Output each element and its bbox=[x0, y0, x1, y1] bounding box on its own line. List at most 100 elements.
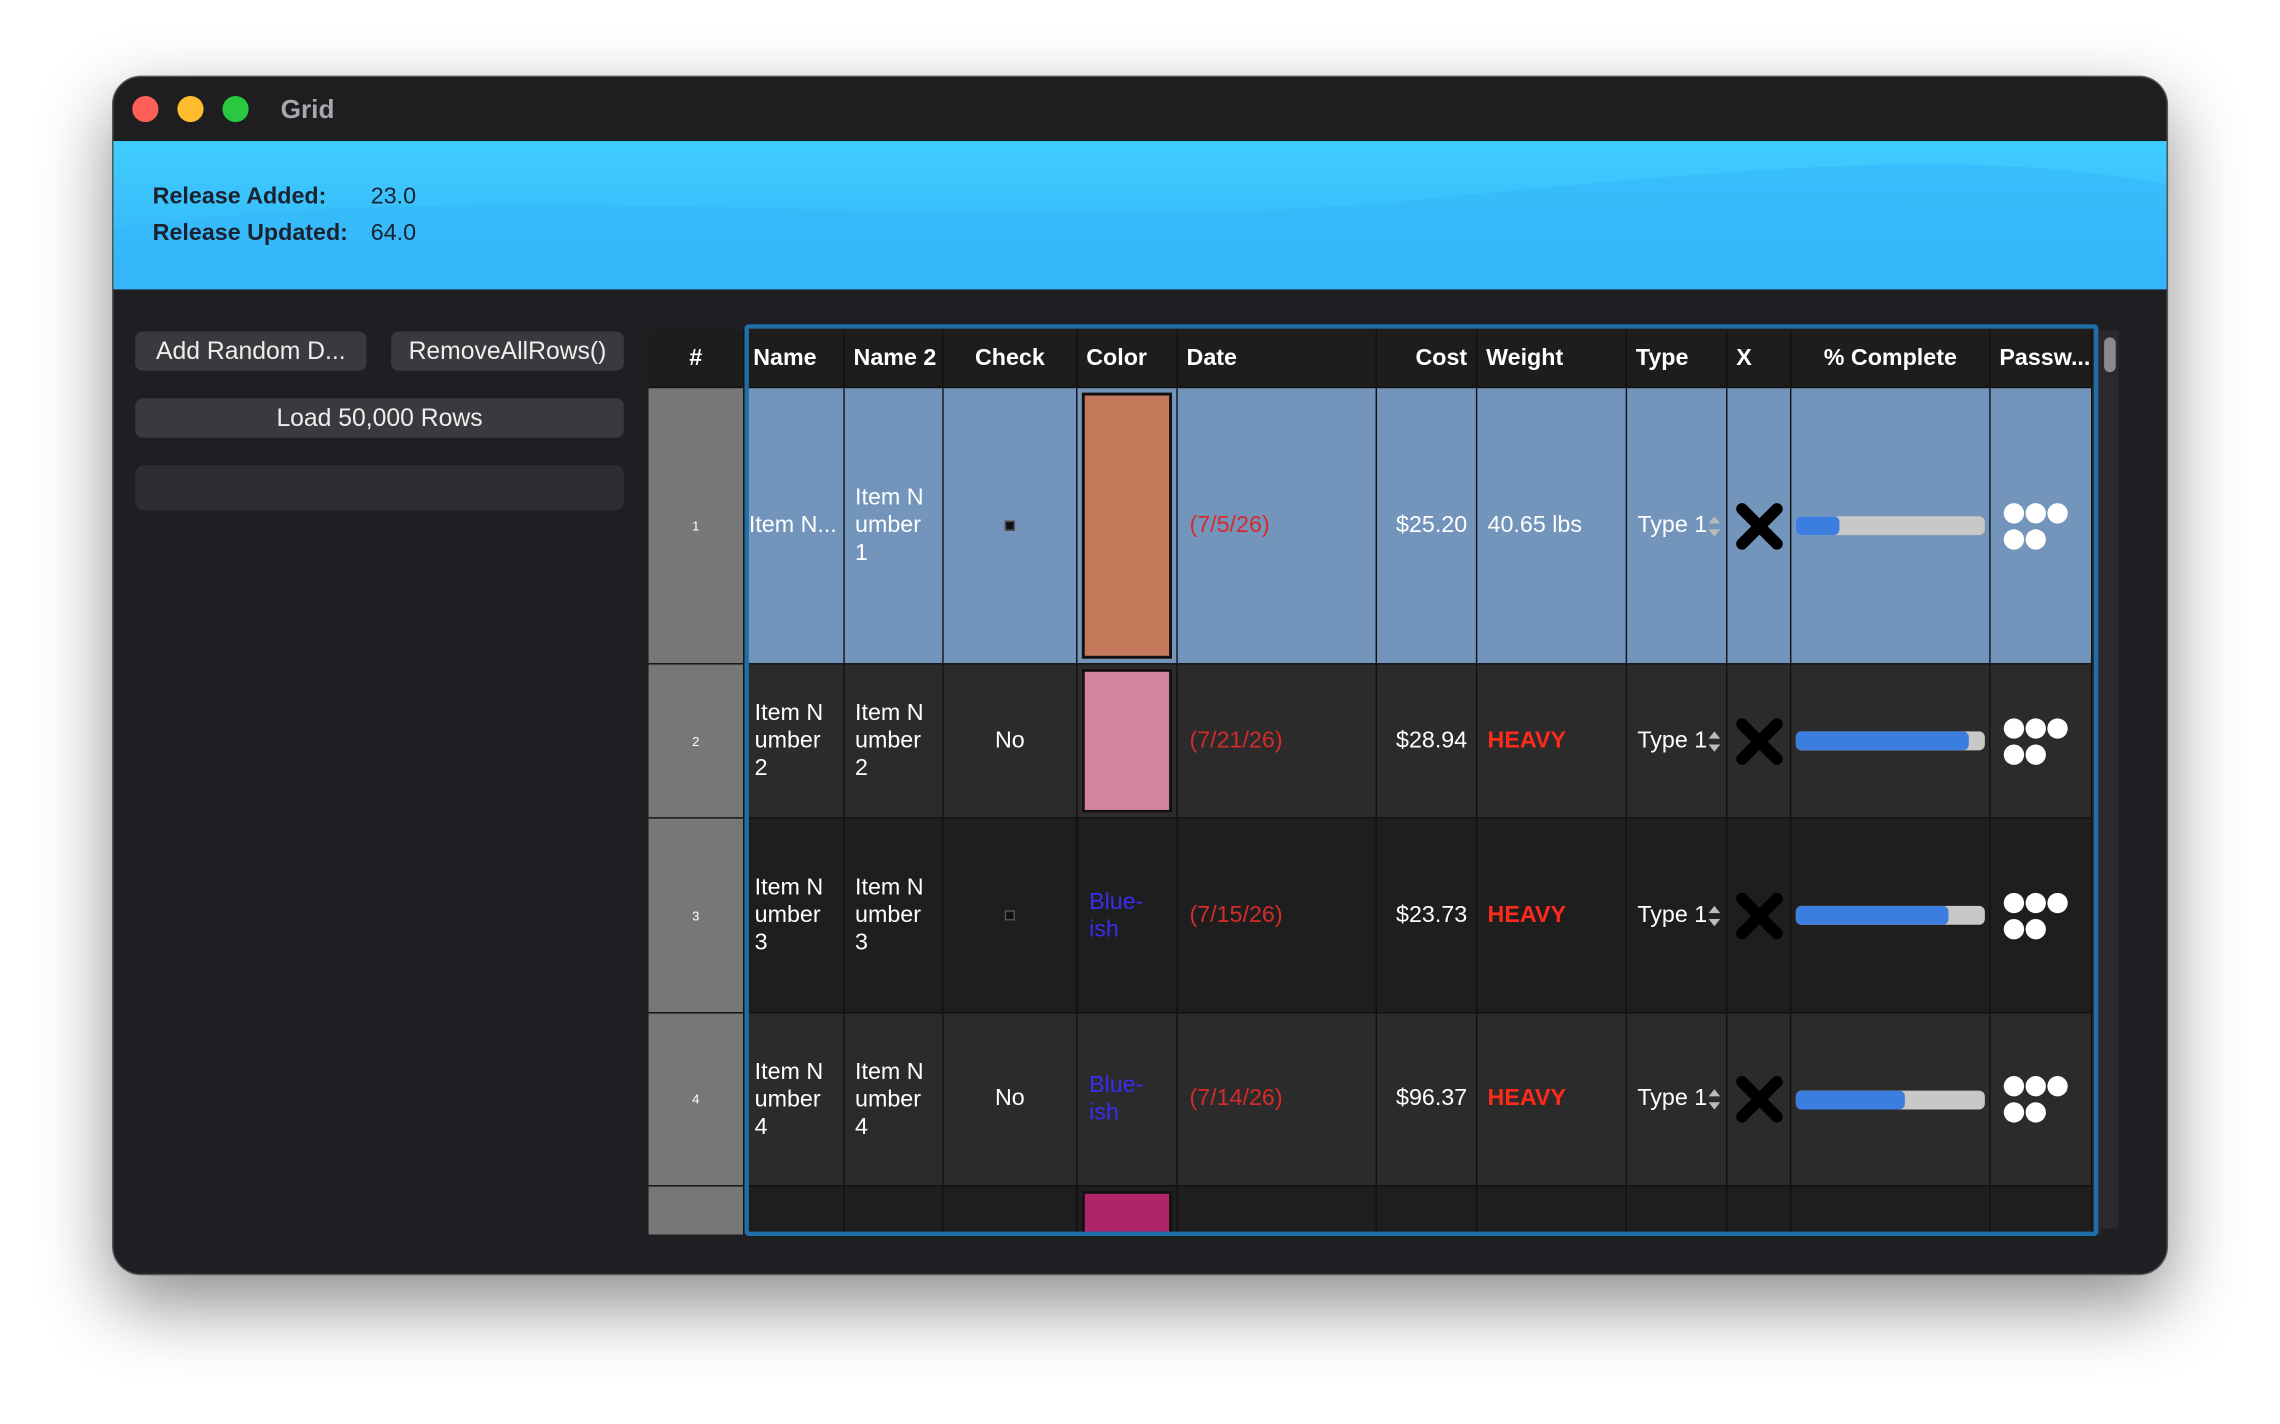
stepper bbox=[1708, 1089, 1721, 1110]
date-text: (7/5/26) bbox=[1189, 512, 1270, 538]
field-value: 64.0 bbox=[370, 221, 417, 246]
cost-text: $25.20 bbox=[1396, 512, 1468, 538]
cell bbox=[1990, 818, 2093, 1014]
progress-track bbox=[1795, 516, 1985, 536]
cell: Item Number 1 bbox=[844, 388, 944, 665]
type-text[interactable]: Type 1 bbox=[1637, 727, 1708, 753]
row-number: 4 bbox=[692, 1092, 700, 1107]
x-icon bbox=[1735, 502, 1782, 549]
cell: $25.20 bbox=[1377, 388, 1478, 665]
progress-track bbox=[1795, 731, 1985, 751]
cell: Type 1 bbox=[1627, 818, 1728, 1014]
cell: Item Number 3 bbox=[744, 818, 845, 1014]
name2-text: Item Number 1 bbox=[855, 485, 924, 566]
password-dots bbox=[2003, 1076, 2068, 1123]
row-header: 4 bbox=[648, 1013, 745, 1187]
cell: Blue-ish bbox=[1077, 818, 1178, 1014]
column-header: X bbox=[1727, 330, 1792, 389]
cell bbox=[1727, 664, 1792, 819]
column-header: Type bbox=[1627, 330, 1728, 389]
cell bbox=[1727, 388, 1792, 665]
cost-text: $23.73 bbox=[1396, 902, 1468, 927]
cell bbox=[943, 818, 1078, 1014]
button[interactable]: Load 50,000 Rows bbox=[135, 398, 624, 438]
name-text: Item Number 3 bbox=[754, 875, 824, 956]
progress-bar bbox=[1795, 905, 1949, 925]
cell bbox=[844, 1186, 944, 1235]
progress-bar bbox=[1795, 731, 1970, 751]
cell bbox=[1077, 388, 1178, 665]
color-swatch bbox=[1081, 392, 1173, 659]
cell bbox=[1077, 1186, 1178, 1235]
close-button[interactable] bbox=[132, 95, 159, 123]
x-icon bbox=[1735, 892, 1782, 939]
scrollbar[interactable] bbox=[2101, 330, 2119, 1229]
name-text: Item Number 4 bbox=[754, 1059, 824, 1140]
name2-text: Item Number 3 bbox=[855, 875, 924, 956]
cell: (7/14/26) bbox=[1177, 1013, 1378, 1187]
date-text: (7/15/26) bbox=[1189, 902, 1283, 927]
column-header: Weight bbox=[1477, 330, 1628, 389]
cell bbox=[1791, 818, 1991, 1014]
cell bbox=[1990, 388, 2093, 665]
cell: Item Number 4 bbox=[744, 1013, 845, 1187]
cell bbox=[1377, 1186, 1478, 1235]
header-banner: Release Added: 23.0 Release Updated: 64.… bbox=[113, 141, 2167, 290]
cell bbox=[1477, 1186, 1628, 1235]
cell: HEAVY bbox=[1477, 1013, 1628, 1187]
cell bbox=[1727, 1013, 1792, 1187]
column-header: % Complete bbox=[1791, 330, 1991, 389]
color-swatch bbox=[1081, 668, 1173, 813]
password-dots bbox=[2003, 502, 2068, 549]
checkbox bbox=[1004, 520, 1015, 531]
cell: Type 1 bbox=[1627, 388, 1728, 665]
text-field[interactable] bbox=[135, 465, 624, 511]
cell: No bbox=[943, 664, 1078, 819]
minimize-button[interactable] bbox=[177, 95, 204, 123]
cell bbox=[1990, 1186, 2093, 1235]
cell bbox=[943, 388, 1078, 665]
field-value: 23.0 bbox=[370, 184, 417, 210]
cell: Item N... bbox=[744, 388, 845, 665]
progress-track bbox=[1795, 905, 1985, 925]
cell: Item Number 4 bbox=[844, 1013, 944, 1187]
color-text: Blue-ish bbox=[1089, 889, 1144, 942]
cell: Item Number 2 bbox=[844, 664, 944, 819]
window-title: Grid bbox=[280, 94, 335, 124]
cell bbox=[1627, 1186, 1728, 1235]
scroll-thumb[interactable] bbox=[2104, 337, 2116, 373]
cell bbox=[1990, 664, 2093, 819]
color-swatch bbox=[1081, 1190, 1173, 1235]
cell: Item Number 3 bbox=[844, 818, 944, 1014]
column-header: # bbox=[648, 330, 745, 389]
check-text: No bbox=[994, 727, 1025, 753]
zoom-button[interactable] bbox=[222, 95, 249, 123]
cell: (7/5/26) bbox=[1177, 388, 1378, 665]
type-text[interactable]: Type 1 bbox=[1637, 902, 1708, 927]
stepper bbox=[1708, 905, 1721, 926]
cost-text: $96.37 bbox=[1396, 1086, 1468, 1111]
row-header: 1 bbox=[648, 388, 745, 665]
field-label: Release Updated: bbox=[152, 221, 348, 246]
progress-bar bbox=[1795, 1089, 1905, 1109]
button[interactable]: Add Random D... bbox=[135, 331, 367, 371]
button[interactable]: RemoveAllRows() bbox=[391, 331, 624, 371]
weight-text: HEAVY bbox=[1487, 727, 1566, 753]
name2-text: Item Number 4 bbox=[855, 1059, 924, 1140]
name2-text: Item Number 2 bbox=[855, 700, 924, 781]
weight-text: 40.65 lbs bbox=[1487, 512, 1582, 538]
row-header: 2 bbox=[648, 664, 745, 819]
password-dots bbox=[2003, 892, 2068, 939]
cell bbox=[1791, 1186, 1991, 1235]
column-header: Name 2 bbox=[844, 330, 944, 389]
weight-text: HEAVY bbox=[1487, 1086, 1566, 1111]
type-text[interactable]: Type 1 bbox=[1637, 1086, 1708, 1111]
column-header: Cost bbox=[1377, 330, 1478, 389]
date-text: (7/21/26) bbox=[1189, 727, 1283, 753]
color-text: Blue-ish bbox=[1089, 1073, 1144, 1126]
type-text[interactable]: Type 1 bbox=[1637, 512, 1708, 538]
name-text: Item N... bbox=[748, 512, 837, 538]
column-header: Color bbox=[1077, 330, 1178, 389]
cell bbox=[1791, 664, 1991, 819]
column-header: Name bbox=[744, 330, 845, 389]
